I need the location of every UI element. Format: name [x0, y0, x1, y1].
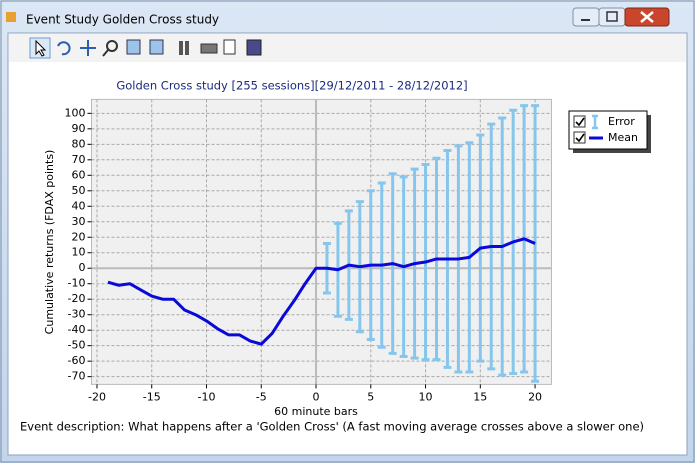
maximize-button[interactable]	[598, 7, 626, 27]
minimize-button[interactable]	[572, 7, 600, 27]
toolbar-buttons[interactable]	[29, 37, 262, 59]
y-tick-label: -20	[68, 292, 86, 305]
save-tool[interactable]	[246, 39, 262, 56]
legend-swatch	[592, 114, 598, 130]
y-tick-label: 50	[72, 184, 86, 197]
x-tick-label: -15	[143, 390, 161, 403]
y-tick-label: 40	[72, 199, 86, 212]
pan-tool[interactable]	[80, 40, 96, 56]
y-tick-label: -70	[68, 370, 86, 383]
y-tick-label: 10	[72, 246, 86, 259]
legend-checkbox[interactable]	[573, 131, 586, 144]
y-tick-label: 20	[72, 230, 86, 243]
legend: Error Mean	[568, 110, 651, 153]
x-tick-label: 0	[313, 390, 320, 403]
legend-label: Mean	[608, 131, 638, 144]
zoom-out-tool[interactable]	[149, 39, 164, 55]
settings-tool-b	[185, 41, 189, 55]
undo-tool[interactable]	[57, 41, 71, 56]
x-tick-label: 20	[528, 390, 542, 403]
y-tick-label: 80	[72, 137, 86, 150]
y-axis-label: Cumulative returns (FDAX points)	[43, 150, 56, 335]
y-tick-label: 90	[72, 122, 86, 135]
app-icon	[6, 12, 16, 22]
close-icon	[640, 11, 654, 23]
plot	[87, 99, 552, 389]
legend-checkbox[interactable]	[573, 115, 586, 128]
window-title: Event Study Golden Cross study	[26, 13, 219, 27]
plot-area	[91, 98, 552, 385]
x-tick-label: -10	[198, 390, 216, 403]
y-tick-label: -40	[68, 323, 86, 336]
print-tool[interactable]	[200, 43, 218, 54]
chart-title: Golden Cross study [255 sessions][29/12/…	[116, 79, 467, 93]
maximize-icon	[606, 11, 618, 22]
x-tick-label: 5	[367, 390, 374, 403]
x-tick-label: -5	[256, 390, 267, 403]
y-tick-label: -10	[68, 277, 86, 290]
y-tick-label: 60	[72, 168, 86, 181]
mean-line	[107, 237, 536, 346]
y-tick-label: 0	[79, 261, 86, 274]
x-axis-label: 60 minute bars	[274, 405, 358, 418]
settings-tool[interactable]	[179, 41, 183, 55]
y-tick-label: 100	[65, 106, 86, 119]
legend-check	[575, 133, 585, 143]
toolbar	[9, 34, 686, 62]
zoom-in-tool[interactable]	[126, 39, 141, 55]
x-tick-label: -20	[88, 390, 106, 403]
y-tick-label: 70	[72, 153, 86, 166]
legend-label: Error	[608, 115, 635, 128]
window-controls[interactable]	[572, 7, 670, 27]
x-tick-label: 15	[473, 390, 487, 403]
legend-check	[575, 117, 585, 127]
y-tick-label: -60	[68, 354, 86, 367]
event-description: Event description: What happens after a …	[20, 420, 644, 434]
copy-tool[interactable]	[223, 39, 236, 55]
zoom-handle	[102, 49, 109, 57]
pointer-icon	[35, 39, 47, 57]
y-tick-label: -30	[68, 308, 86, 321]
zoom-tool[interactable]	[106, 40, 118, 52]
x-tick-label: 10	[419, 390, 433, 403]
y-tick-label: -50	[68, 339, 86, 352]
y-tick-label: 30	[72, 215, 86, 228]
